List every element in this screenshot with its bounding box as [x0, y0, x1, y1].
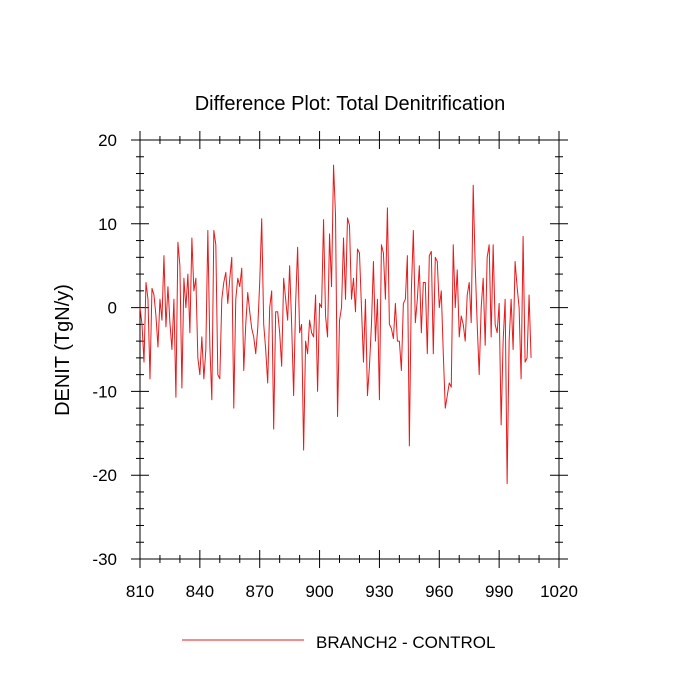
x-tick-label: 840: [186, 582, 214, 601]
plot-frame: [139, 139, 560, 560]
y-axis-label: DENIT (TgN/y): [52, 284, 74, 416]
x-tick-label: 1020: [540, 582, 578, 601]
legend: BRANCH2 - CONTROL: [182, 633, 495, 652]
chart-title: Difference Plot: Total Denitrification: [195, 93, 506, 115]
x-tick-label: 960: [425, 582, 453, 601]
y-tick-label: -20: [92, 466, 117, 485]
x-tick-label: 900: [305, 582, 333, 601]
y-tick-label: 20: [98, 131, 117, 150]
x-tick-label: 990: [485, 582, 513, 601]
x-tick-label: 870: [246, 582, 274, 601]
axis-ticks: [131, 131, 568, 568]
y-tick-label: 10: [98, 215, 117, 234]
y-tick-label: -30: [92, 550, 117, 569]
axis-tick-labels: 810 840 870 900 930 960 990 1020 20 10 0 -10 -20 -30: [92, 131, 577, 601]
x-tick-label: 810: [126, 582, 154, 601]
series-line: [139, 164, 532, 485]
y-tick-label: 0: [108, 299, 117, 318]
legend-label: BRANCH2 - CONTROL: [316, 633, 495, 652]
series-group: [139, 164, 532, 485]
x-tick-label: 930: [365, 582, 393, 601]
y-tick-label: -10: [92, 382, 117, 401]
